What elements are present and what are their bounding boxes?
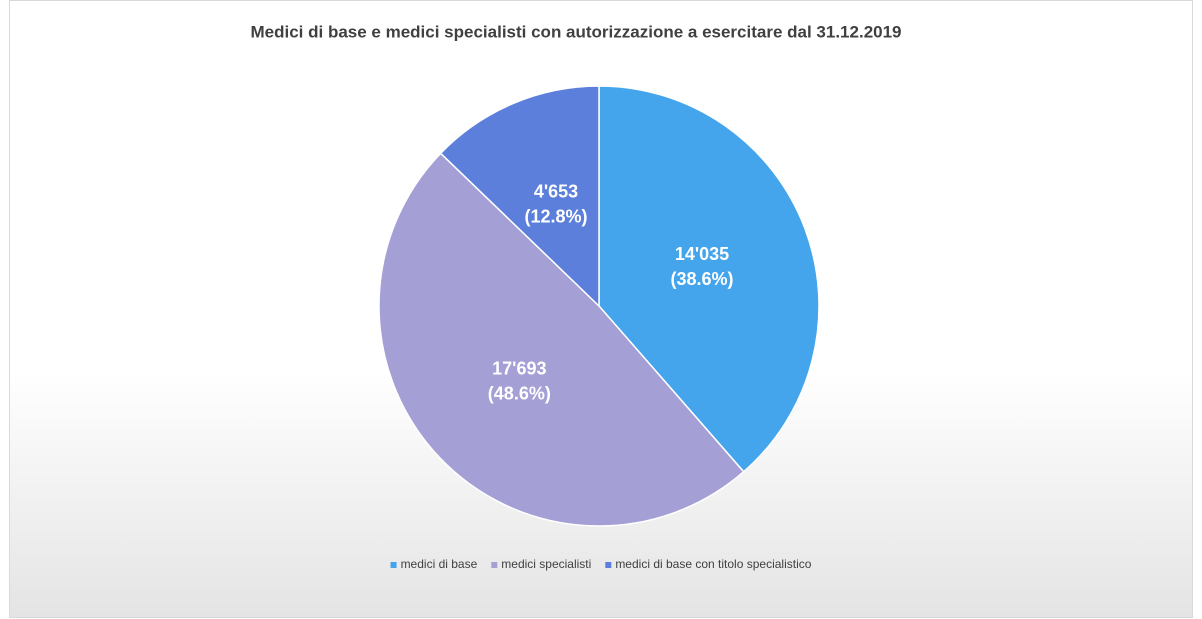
percent-label: (38.6%) — [670, 269, 733, 289]
percent-label: (12.8%) — [524, 207, 587, 227]
data-label: 14'035 — [675, 244, 729, 264]
legend-label: medici di base con titolo specialistico — [615, 557, 811, 571]
pie-slice — [439, 85, 600, 308]
legend-label: medici specialisti — [501, 557, 591, 571]
pie-slice — [378, 152, 745, 527]
legend-swatch — [605, 562, 612, 568]
percent-label: (48.6%) — [488, 384, 551, 404]
data-label: 17'693 — [492, 359, 546, 379]
data-label: 4'653 — [534, 182, 578, 202]
legend-swatch — [390, 562, 397, 568]
legend-label: medici di base — [401, 557, 478, 571]
chart-title: Medici di base e medici specialisti con … — [250, 22, 901, 41]
pie-slice — [598, 85, 820, 473]
legend-swatch — [491, 562, 498, 568]
